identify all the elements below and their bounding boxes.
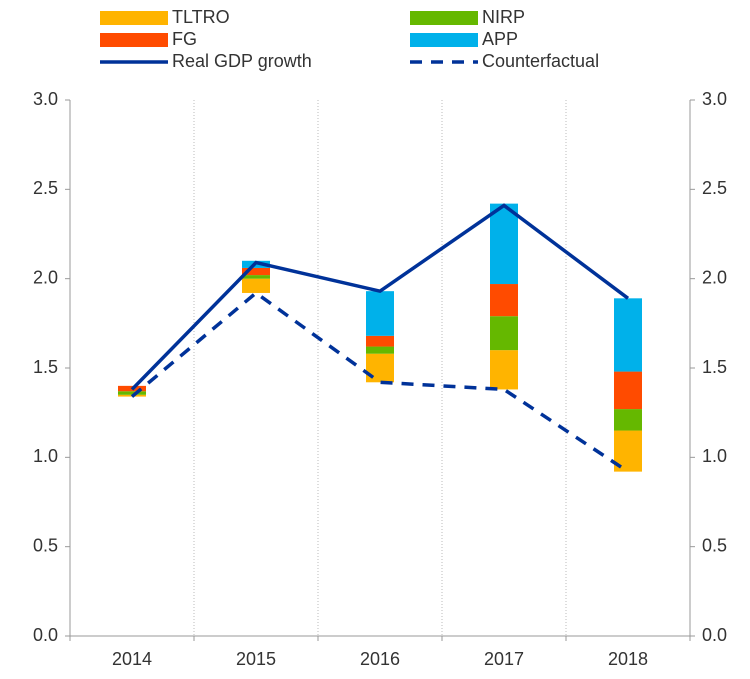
x-tick-label: 2018 xyxy=(608,649,648,669)
legend-swatch xyxy=(100,33,168,47)
bar-segment xyxy=(614,409,642,431)
legend-label: Counterfactual xyxy=(482,51,599,71)
legend-label: NIRP xyxy=(482,7,525,27)
legend-swatch xyxy=(410,11,478,25)
y-tick-label: 0.5 xyxy=(33,535,58,555)
bar-segment xyxy=(366,291,394,336)
y2-tick-label: 2.0 xyxy=(702,267,727,287)
bar-segment xyxy=(242,278,270,293)
bar-segment xyxy=(366,335,394,347)
y-tick-label: 0.0 xyxy=(33,625,58,645)
legend-label: APP xyxy=(482,29,518,49)
bar-segment xyxy=(490,350,518,390)
y-tick-label: 2.0 xyxy=(33,267,58,287)
y2-tick-label: 1.0 xyxy=(702,446,727,466)
y-tick-label: 3.0 xyxy=(33,89,58,109)
bar-segment xyxy=(242,267,270,276)
legend-label: FG xyxy=(172,29,197,49)
y2-tick-label: 0.5 xyxy=(702,535,727,555)
bar-segment xyxy=(614,298,642,372)
y2-tick-label: 3.0 xyxy=(702,89,727,109)
legend-swatch xyxy=(100,11,168,25)
y2-tick-label: 2.5 xyxy=(702,178,727,198)
x-tick-label: 2014 xyxy=(112,649,152,669)
y-tick-label: 1.5 xyxy=(33,357,58,377)
bar-segment xyxy=(242,275,270,279)
x-tick-label: 2015 xyxy=(236,649,276,669)
y2-tick-label: 0.0 xyxy=(702,625,727,645)
bar-segment xyxy=(490,316,518,351)
bar-segment xyxy=(366,353,394,383)
x-tick-label: 2017 xyxy=(484,649,524,669)
line xyxy=(130,290,629,474)
legend-label: TLTRO xyxy=(172,7,230,27)
line xyxy=(130,203,630,391)
bar-segment xyxy=(490,203,518,285)
legend-label: Real GDP growth xyxy=(172,51,312,71)
bar-segment xyxy=(490,284,518,317)
legend-swatch xyxy=(410,33,478,47)
bar-segment xyxy=(366,346,394,354)
y2-tick-label: 1.5 xyxy=(702,357,727,377)
bar-segment xyxy=(614,371,642,410)
y-tick-label: 1.0 xyxy=(33,446,58,466)
bar-segment xyxy=(118,391,146,395)
y-tick-label: 2.5 xyxy=(33,178,58,198)
x-tick-label: 2016 xyxy=(360,649,400,669)
